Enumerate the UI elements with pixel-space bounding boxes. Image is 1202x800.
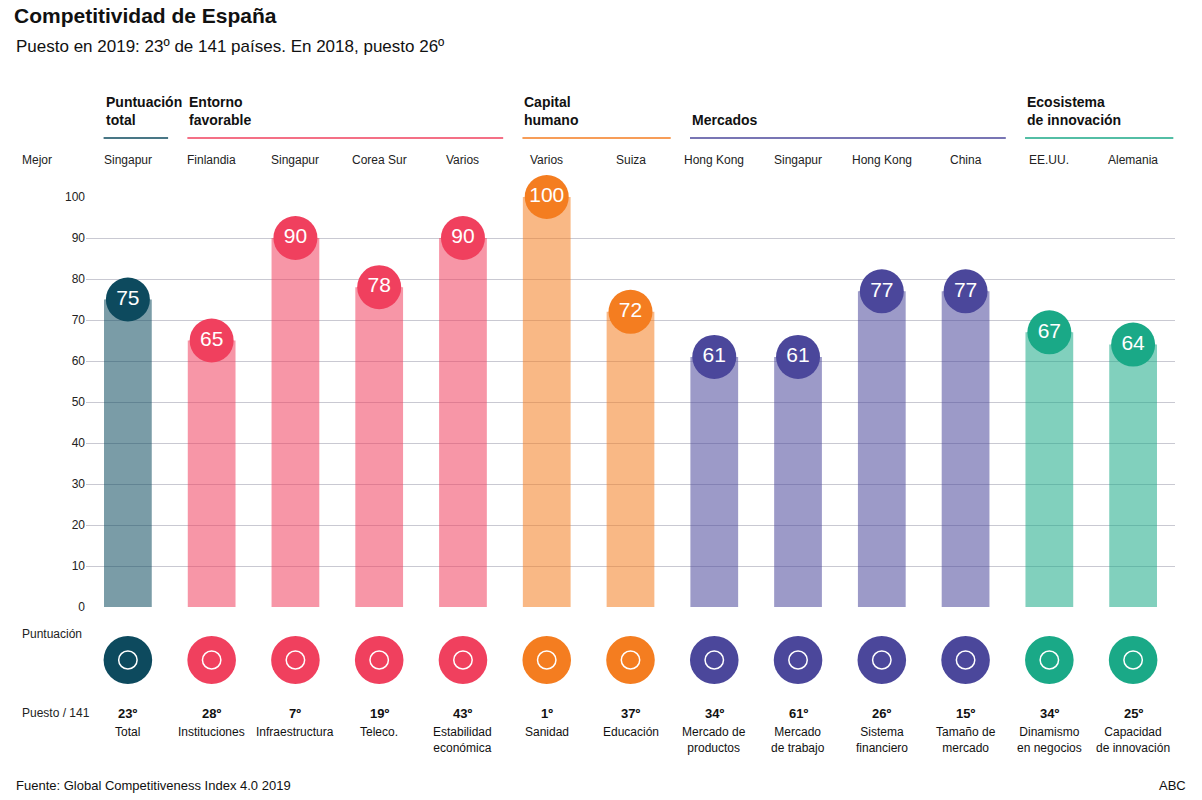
svg-text:61: 61	[703, 343, 726, 366]
svg-text:Entornofavorable: Entornofavorable	[189, 94, 251, 128]
svg-text:Competitividad de España: Competitividad de España	[14, 4, 277, 27]
svg-text:Sistemafinanciero: Sistemafinanciero	[856, 725, 908, 755]
svg-text:64: 64	[1121, 331, 1145, 354]
svg-text:26º: 26º	[872, 706, 891, 721]
svg-text:Mercados: Mercados	[692, 112, 758, 128]
svg-text:61: 61	[786, 343, 809, 366]
svg-text:Varios: Varios	[530, 153, 563, 167]
svg-text:15º: 15º	[956, 706, 975, 721]
svg-text:30: 30	[72, 477, 86, 491]
svg-text:50: 50	[72, 395, 86, 409]
svg-text:28º: 28º	[202, 706, 221, 721]
svg-text:Total: Total	[115, 725, 140, 739]
svg-text:80: 80	[72, 272, 86, 286]
svg-text:Mejor: Mejor	[22, 153, 52, 167]
svg-text:7º: 7º	[289, 706, 301, 721]
svg-text:Teleco.: Teleco.	[360, 725, 398, 739]
svg-text:Puntuación: Puntuación	[22, 627, 82, 641]
svg-text:Finlandia: Finlandia	[187, 153, 236, 167]
svg-text:Dinamismoen negocios: Dinamismoen negocios	[1017, 725, 1082, 755]
svg-text:77: 77	[870, 278, 893, 301]
svg-text:90: 90	[72, 231, 86, 245]
svg-text:65: 65	[200, 327, 223, 350]
svg-text:Tamaño demercado: Tamaño demercado	[936, 725, 996, 755]
svg-text:Capacidadde innovación: Capacidadde innovación	[1096, 725, 1170, 755]
svg-text:72: 72	[619, 298, 642, 321]
svg-text:Mercadode trabajo: Mercadode trabajo	[771, 725, 825, 755]
svg-text:Mercado deproductos: Mercado deproductos	[682, 725, 746, 755]
svg-text:20: 20	[72, 518, 86, 532]
svg-text:40: 40	[72, 436, 86, 450]
svg-text:60: 60	[72, 354, 86, 368]
svg-text:Estabilidadeconómica: Estabilidadeconómica	[433, 725, 492, 755]
svg-text:Singapur: Singapur	[271, 153, 319, 167]
svg-text:Puntuacióntotal: Puntuacióntotal	[106, 94, 182, 128]
svg-text:67: 67	[1038, 319, 1061, 342]
svg-text:Capitalhumano: Capitalhumano	[524, 94, 578, 128]
svg-text:77: 77	[954, 278, 977, 301]
svg-text:23º: 23º	[118, 706, 137, 721]
svg-text:Instituciones: Instituciones	[178, 725, 245, 739]
svg-text:Alemania: Alemania	[1108, 153, 1158, 167]
svg-text:37º: 37º	[621, 706, 640, 721]
svg-text:90: 90	[451, 224, 474, 247]
svg-text:0: 0	[78, 600, 85, 614]
svg-text:Puesto en 2019: 23º de 141 paí: Puesto en 2019: 23º de 141 países. En 20…	[16, 37, 444, 56]
svg-text:75: 75	[116, 286, 139, 309]
svg-text:34º: 34º	[1040, 706, 1059, 721]
svg-text:EE.UU.: EE.UU.	[1029, 153, 1069, 167]
svg-text:Varios: Varios	[446, 153, 479, 167]
svg-text:Educación: Educación	[603, 725, 659, 739]
svg-text:100: 100	[65, 190, 85, 204]
svg-text:Singapur: Singapur	[774, 153, 822, 167]
svg-text:100: 100	[529, 183, 564, 206]
svg-text:25º: 25º	[1124, 706, 1143, 721]
svg-text:Hong Kong: Hong Kong	[684, 153, 744, 167]
svg-text:ABC: ABC	[1159, 778, 1186, 793]
svg-text:Corea Sur: Corea Sur	[352, 153, 407, 167]
svg-text:Hong Kong: Hong Kong	[852, 153, 912, 167]
svg-text:Singapur: Singapur	[104, 153, 152, 167]
svg-text:China: China	[950, 153, 982, 167]
svg-text:43º: 43º	[453, 706, 472, 721]
svg-text:Ecosistemade innovación: Ecosistemade innovación	[1027, 94, 1121, 128]
svg-text:19º: 19º	[370, 706, 389, 721]
svg-text:78: 78	[368, 273, 391, 296]
svg-text:70: 70	[72, 313, 86, 327]
svg-text:1º: 1º	[541, 706, 553, 721]
svg-text:Suiza: Suiza	[616, 153, 646, 167]
svg-text:90: 90	[284, 224, 307, 247]
svg-text:Fuente: Global Competitiveness: Fuente: Global Competitiveness Index 4.0…	[16, 778, 291, 793]
svg-text:34º: 34º	[705, 706, 724, 721]
svg-text:Puesto / 141: Puesto / 141	[22, 706, 90, 720]
svg-text:Infraestructura: Infraestructura	[256, 725, 334, 739]
svg-text:Sanidad: Sanidad	[525, 725, 569, 739]
svg-text:61º: 61º	[789, 706, 808, 721]
svg-text:10: 10	[72, 559, 86, 573]
